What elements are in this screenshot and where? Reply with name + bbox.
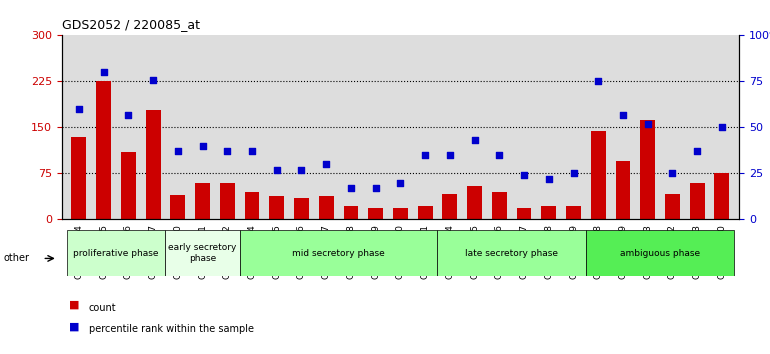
Point xyxy=(518,172,531,178)
Text: ■: ■ xyxy=(69,300,80,310)
Bar xyxy=(368,209,383,219)
Point xyxy=(320,161,333,167)
Point xyxy=(246,149,258,154)
Point xyxy=(543,176,555,182)
Point xyxy=(592,79,604,84)
FancyBboxPatch shape xyxy=(586,230,735,276)
Point xyxy=(444,152,456,158)
Bar xyxy=(641,120,655,219)
Bar xyxy=(294,198,309,219)
Point xyxy=(270,167,283,173)
Point xyxy=(419,152,431,158)
Text: ambiguous phase: ambiguous phase xyxy=(620,249,700,258)
Point xyxy=(666,171,678,176)
Point xyxy=(370,185,382,191)
Point xyxy=(567,171,580,176)
Bar xyxy=(443,194,457,219)
Point xyxy=(72,106,85,112)
FancyBboxPatch shape xyxy=(166,230,239,276)
Bar xyxy=(541,206,556,219)
Text: ■: ■ xyxy=(69,321,80,331)
Bar xyxy=(715,173,729,219)
Bar xyxy=(615,161,631,219)
Bar xyxy=(72,137,86,219)
Point xyxy=(493,152,505,158)
Bar xyxy=(121,152,136,219)
Text: GDS2052 / 220085_at: GDS2052 / 220085_at xyxy=(62,18,199,31)
Bar xyxy=(146,110,160,219)
Bar xyxy=(492,192,507,219)
Text: proliferative phase: proliferative phase xyxy=(73,249,159,258)
Text: percentile rank within the sample: percentile rank within the sample xyxy=(89,324,253,334)
Bar xyxy=(195,183,210,219)
Point xyxy=(196,143,209,149)
Text: count: count xyxy=(89,303,116,313)
Bar xyxy=(270,196,284,219)
Point xyxy=(641,121,654,127)
Bar xyxy=(665,194,680,219)
Point xyxy=(296,167,308,173)
Bar xyxy=(467,186,482,219)
Point xyxy=(122,112,135,118)
Bar xyxy=(690,183,705,219)
Point xyxy=(98,69,110,75)
FancyBboxPatch shape xyxy=(239,230,437,276)
Point xyxy=(691,149,703,154)
Point xyxy=(468,137,480,143)
Point xyxy=(221,149,233,154)
Bar xyxy=(591,131,606,219)
Bar xyxy=(96,81,111,219)
Point xyxy=(345,185,357,191)
Point xyxy=(394,180,407,185)
Bar xyxy=(343,206,358,219)
FancyBboxPatch shape xyxy=(437,230,586,276)
FancyBboxPatch shape xyxy=(66,230,166,276)
Bar xyxy=(245,192,259,219)
Bar xyxy=(220,183,235,219)
Text: mid secretory phase: mid secretory phase xyxy=(292,249,385,258)
Text: other: other xyxy=(4,253,30,263)
Bar xyxy=(319,196,333,219)
Bar xyxy=(517,209,531,219)
Bar xyxy=(170,195,186,219)
Text: early secretory
phase: early secretory phase xyxy=(169,244,236,263)
Bar xyxy=(417,206,433,219)
Bar xyxy=(393,209,408,219)
Point xyxy=(172,149,184,154)
Text: late secretory phase: late secretory phase xyxy=(465,249,558,258)
Bar xyxy=(566,206,581,219)
Point xyxy=(716,125,728,130)
Point xyxy=(147,77,159,82)
Point xyxy=(617,112,629,118)
